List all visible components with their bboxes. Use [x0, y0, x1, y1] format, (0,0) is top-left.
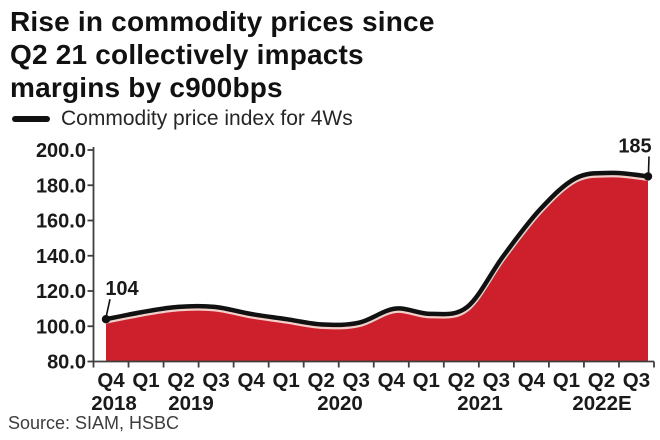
y-axis-label: 80.0: [47, 352, 86, 374]
legend-label: Commodity price index for 4Ws: [61, 107, 353, 130]
x-axis-label: Q1: [132, 369, 159, 392]
y-axis-label: 200.0: [36, 140, 86, 162]
x-axis-year-label: 2020: [317, 392, 363, 415]
y-axis-label: 140.0: [36, 246, 86, 268]
source-note: Source: SIAM, HSBC: [8, 413, 180, 433]
line-series: [103, 170, 651, 328]
data-point-marker: [643, 172, 653, 181]
x-axis-year-label: 2019: [168, 392, 214, 415]
x-axis-year-label: 2021: [457, 392, 503, 415]
x-axis-label: Q2: [588, 369, 615, 392]
area-series: [106, 172, 648, 362]
chart-title: Rise in commodity prices since Q2 21 col…: [10, 5, 650, 104]
x-axis-label: Q4: [237, 369, 265, 392]
data-label-callout-line: [647, 156, 650, 173]
x-axis-label: Q1: [553, 369, 580, 392]
data-point-marker: [101, 315, 111, 324]
x-axis-label: Q1: [272, 369, 299, 392]
x-axis-label: Q4: [97, 369, 125, 392]
y-axis-label: 120.0: [36, 281, 86, 303]
x-axis-label: Q3: [202, 369, 229, 392]
chart-title-line-2: Q2 21 collectively impacts: [10, 39, 364, 70]
y-axis-label: 100.0: [36, 316, 86, 338]
chart-title-line-3: margins by c900bps: [10, 72, 283, 103]
data-label-callout-line: [105, 299, 111, 316]
data-point-label: 104: [105, 278, 139, 300]
x-axis-label: Q3: [623, 369, 650, 392]
x-axis-year-label: 2022E: [572, 392, 631, 415]
x-axis-label: Q2: [448, 369, 475, 392]
legend-line-marker: [12, 116, 50, 122]
x-axis-label: Q3: [343, 369, 370, 392]
data-point-label: 185: [618, 135, 651, 157]
x-axis-label: Q4: [378, 369, 406, 392]
x-axis-year-label: 2018: [91, 392, 137, 415]
chart-title-line-1: Rise in commodity prices since: [10, 6, 435, 37]
legend: Commodity price index for 4Ws: [12, 107, 353, 131]
x-axis-label: Q1: [413, 369, 440, 392]
x-axis-label: Q3: [483, 369, 510, 392]
x-axis-label: Q2: [167, 369, 194, 392]
y-axis-label: 160.0: [36, 211, 86, 233]
x-axis-label: Q4: [518, 369, 546, 392]
y-axis-label: 180.0: [36, 175, 86, 197]
x-axis-label: Q2: [308, 369, 335, 392]
